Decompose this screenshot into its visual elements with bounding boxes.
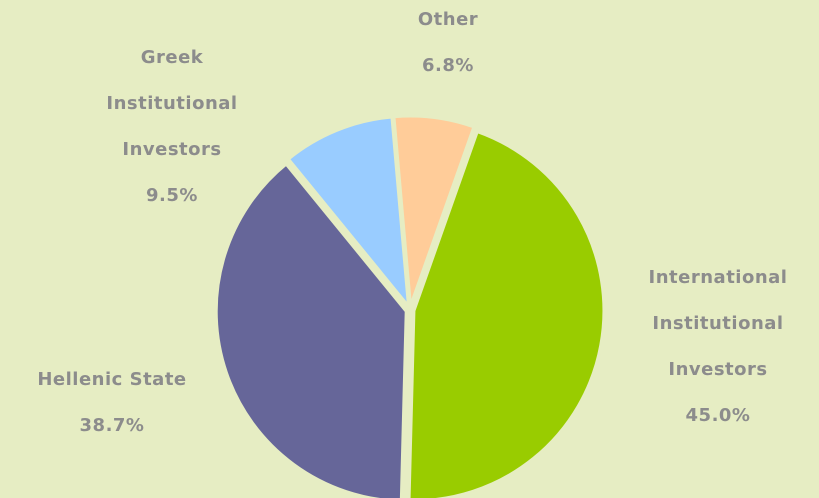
pie-slice: [214, 161, 408, 498]
slice-label: Hellenic State 38.7%: [12, 357, 212, 449]
pie-slice: [407, 129, 606, 498]
value-label: 6.8%: [422, 55, 474, 76]
category-name: Greek Institutional Investors: [106, 47, 238, 160]
slice-label: International Institutional Investors 45.…: [628, 255, 808, 439]
value-label: 38.7%: [79, 415, 145, 436]
value-label: 45.0%: [685, 405, 751, 426]
pie-slice: [286, 115, 411, 312]
category-name: Hellenic State: [37, 369, 187, 390]
value-label: 9.5%: [146, 185, 198, 206]
pie-slice: [392, 114, 476, 307]
category-name: International Institutional Investors: [648, 267, 788, 380]
category-name: Other: [417, 9, 479, 30]
slice-label: Greek Institutional Investors 9.5%: [97, 35, 247, 219]
slice-label: Other 6.8%: [368, 0, 528, 89]
